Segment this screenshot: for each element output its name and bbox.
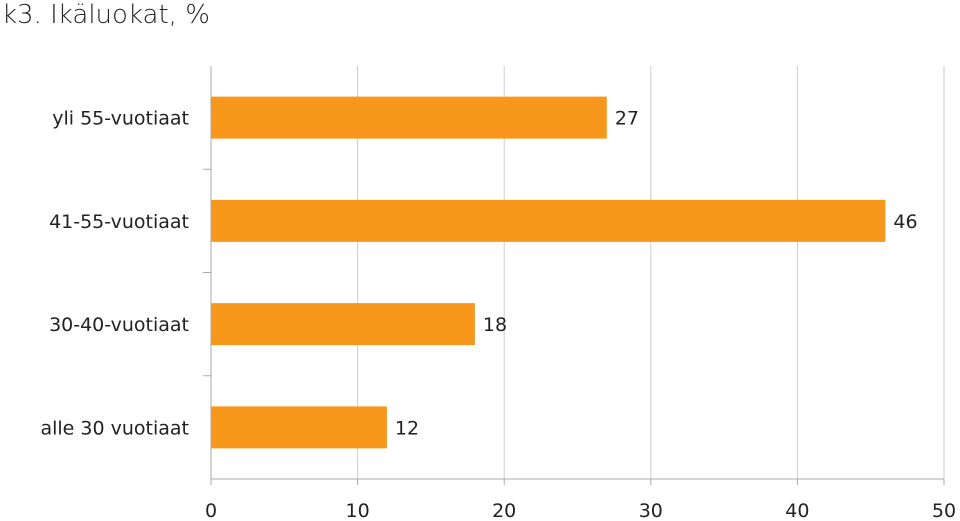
bar-1 [211, 199, 886, 242]
category-label: 30-40-vuotiaat [49, 314, 189, 336]
data-label: 18 [483, 314, 507, 336]
x-tick-label: 40 [785, 500, 809, 521]
x-tick-label: 20 [492, 500, 516, 521]
category-label: alle 30 vuotiaat [40, 417, 189, 439]
x-tick-label: 0 [205, 500, 217, 521]
data-label: 12 [395, 417, 419, 439]
data-label: 27 [615, 108, 639, 130]
data-label: 46 [893, 211, 917, 233]
x-tick-label: 10 [346, 500, 370, 521]
bar-2 [211, 303, 475, 346]
category-label: yli 55-vuotiaat [52, 108, 189, 130]
x-tick-label: 30 [639, 500, 663, 521]
chart-title: k3. Ikäluokat, % [2, 0, 210, 30]
bar-3 [211, 406, 387, 449]
x-tick-label: 50 [932, 500, 956, 521]
bar-0 [211, 96, 607, 139]
bars [211, 96, 886, 449]
category-label: 41-55-vuotiaat [49, 211, 189, 233]
labels: 0 10 20 30 40 50 yli 55-vuotiaat 27 41-55-vuotia… [40, 108, 956, 521]
